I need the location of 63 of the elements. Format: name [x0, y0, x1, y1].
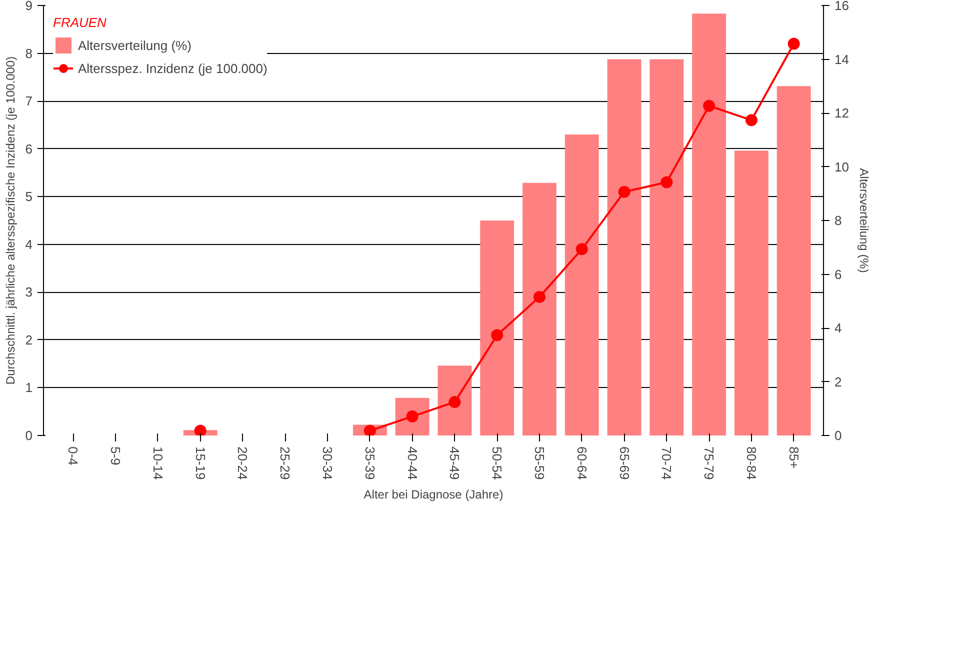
y-tick-label: 4	[25, 236, 33, 252]
bar	[480, 220, 514, 436]
point	[576, 243, 588, 256]
y-tick-label: 3	[25, 284, 33, 300]
legend-label: Altersspez. Inzidenz (je 100.000)	[78, 60, 268, 76]
x-tick-label: 75-79	[702, 446, 717, 480]
y2-tick-label: 4	[834, 320, 842, 336]
point	[618, 186, 630, 198]
point	[491, 329, 504, 342]
x-tick-label: 80-84	[744, 446, 759, 480]
bar	[650, 59, 684, 436]
x-tick-label: 60-64	[574, 446, 590, 480]
x-tick-label: 55-59	[532, 446, 547, 480]
x-tick-label: 10-14	[150, 446, 166, 480]
x-tick-label: 35-39	[362, 446, 378, 480]
x-tick-label: 30-34	[320, 446, 336, 480]
y-tick-label: 5	[25, 189, 33, 204]
point	[194, 424, 206, 436]
y-tick-label: 6	[25, 141, 33, 156]
x-tick-label: 65-69	[616, 446, 632, 480]
bar	[438, 366, 472, 436]
y2-tick-label: 16	[834, 0, 849, 13]
y-tick-label: 1	[25, 380, 33, 396]
x-tick-label: 5-9	[108, 446, 124, 466]
y-axis-title: Durchschnittl. jährliche altersspezifische Inzidenz (je 100.000)	[3, 56, 18, 385]
y-tick-label: 2	[25, 332, 33, 348]
bar	[776, 86, 811, 436]
x-tick-label: 45-49	[447, 446, 462, 480]
y-tick-label: 9	[25, 0, 33, 13]
y-tick-label: 0	[25, 428, 33, 443]
bar	[607, 59, 642, 436]
bar	[692, 14, 726, 436]
x-tick-label: 20-24	[235, 446, 250, 480]
x-tick-label: 25-29	[278, 446, 293, 480]
x-tick-label: 15-19	[192, 446, 208, 480]
point	[448, 396, 461, 408]
x-tick-label: 0-4	[66, 446, 81, 466]
x-tick-label: 40-44	[404, 446, 420, 480]
bar	[734, 150, 768, 436]
point	[364, 424, 376, 436]
point	[788, 38, 800, 50]
x-tick-label: 85+	[786, 446, 802, 469]
bar	[522, 182, 556, 436]
y2-tick-label: 6	[834, 266, 842, 282]
point	[660, 176, 673, 188]
y2-tick-label: 0	[834, 428, 842, 443]
y2-tick-label: 14	[834, 52, 849, 67]
point	[703, 100, 716, 112]
y2-tick-label: 10	[834, 159, 849, 174]
bar	[564, 134, 599, 436]
y-tick-label: 7	[25, 94, 33, 109]
point	[745, 114, 758, 126]
y2-tick-label: 2	[834, 374, 842, 390]
legend-label: Altersverteilung (%)	[78, 38, 192, 52]
legend-title: FRAUEN	[53, 15, 108, 30]
y2-axis-title: Altersverteilung (%)	[856, 168, 871, 273]
point	[533, 290, 546, 303]
x-tick-label: 70-74	[659, 446, 674, 480]
x-axis-title: Alter bei Diagnose (Jahre)	[364, 488, 504, 502]
y2-tick-label: 8	[834, 213, 842, 228]
y2-tick-label: 12	[834, 106, 849, 120]
y-tick-label: 8	[25, 46, 33, 61]
x-tick-label: 50-54	[490, 446, 505, 480]
